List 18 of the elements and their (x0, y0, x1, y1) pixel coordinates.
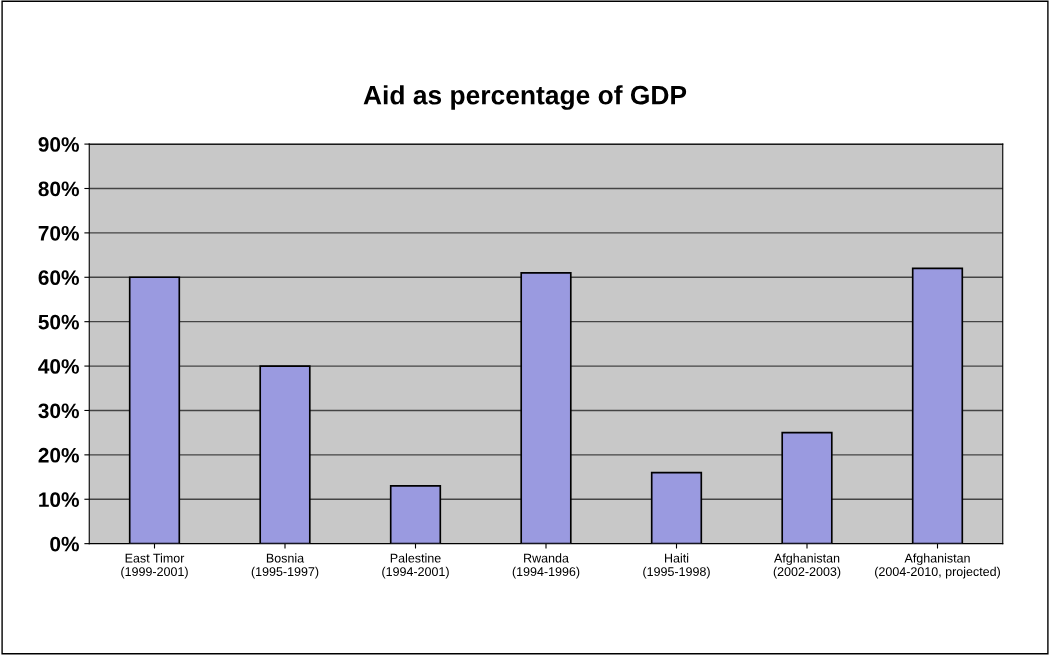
y-tick-label: 0% (50, 536, 79, 552)
x-tick-label: Afghanistan (2002-2003) (773, 553, 841, 579)
y-tick-label: 40% (38, 359, 79, 374)
x-tick-label: Afghanistan (2004-2010, projected) (875, 553, 1000, 579)
x-tick-label: East Timor (1999-2001) (121, 553, 188, 579)
chart-title: Aid as percentage of GDP (363, 85, 687, 110)
y-tick-label: 10% (39, 492, 79, 508)
y-tick-label: 80% (38, 181, 79, 197)
y-tick-label: 30% (38, 403, 79, 419)
x-tick-label: Bosnia (1995-1997) (251, 553, 319, 579)
x-tick-label: Rwanda (1994-1996) (512, 553, 580, 579)
x-tick-label: Haiti (1995-1998) (643, 553, 710, 579)
y-tick-label: 50% (38, 314, 79, 330)
y-tick-label: 90% (38, 137, 79, 152)
y-tick-label: 20% (38, 447, 79, 463)
y-tick-label: 70% (38, 225, 79, 241)
x-tick-label: Palestine (1994-2001) (382, 553, 449, 579)
y-tick-label: 60% (38, 270, 79, 286)
